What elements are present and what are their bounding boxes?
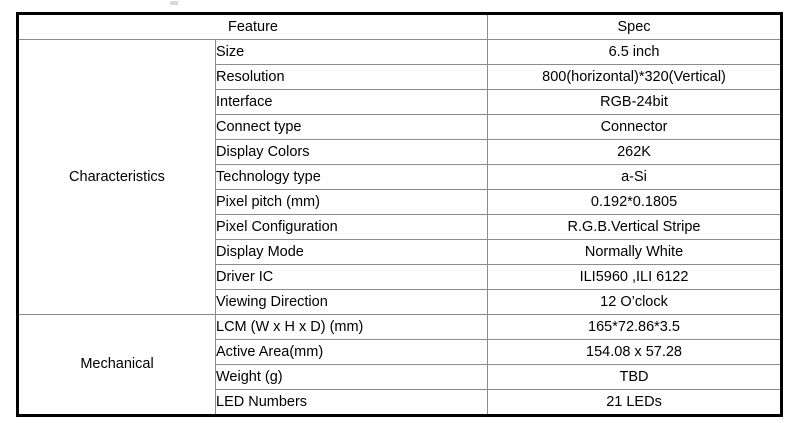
feature-cell: Resolution — [214, 64, 489, 90]
spec-cell: R.G.B.Vertical Stripe — [487, 214, 783, 240]
table-row: Characteristics Size 6.5 inch — [17, 39, 783, 315]
spec-cell: 6.5 inch — [487, 39, 783, 65]
column-header-spec: Spec — [487, 13, 783, 40]
spec-cell: 154.08 x 57.28 — [487, 339, 783, 365]
row-group-label: Characteristics — [17, 39, 216, 315]
table-body: Characteristics Size 6.5 inch Resolution 800… — [17, 39, 783, 416]
table-row: Pixel Configuration R.G.B.Vertical Stripe — [18, 214, 783, 240]
spec-cell: ILI5960 ,ILI 6122 — [487, 264, 783, 290]
row-group-label: Mechanical — [17, 314, 216, 416]
spec-cell: Connector — [487, 114, 783, 140]
table-row: Pixel pitch (mm) 0.192*0.1805 — [18, 189, 783, 215]
spec-cell: RGB-24bit — [487, 89, 783, 115]
feature-cell: Active Area(mm) — [214, 339, 489, 365]
table-row: Technology type a-Si — [18, 164, 783, 190]
feature-cell: LCM (W x H x D) (mm) — [214, 314, 489, 340]
feature-cell: Display Colors — [214, 139, 489, 165]
spec-cell: TBD — [487, 364, 783, 390]
stray-artifact-mark — [170, 1, 178, 5]
feature-cell: Viewing Direction — [214, 289, 489, 315]
spec-cell: Normally White — [487, 239, 783, 265]
feature-cell: Driver IC — [214, 264, 489, 290]
spec-cell: 262K — [487, 139, 783, 165]
spec-cell: 800(horizontal)*320(Vertical) — [487, 64, 783, 90]
feature-cell: Connect type — [214, 114, 489, 140]
feature-cell: Size — [214, 39, 489, 65]
table-row: Resolution 800(horizontal)*320(Vertical) — [18, 64, 783, 90]
spec-cell: 0.192*0.1805 — [487, 189, 783, 215]
feature-cell: LED Numbers — [214, 389, 489, 416]
table-row: Display Mode Normally White — [18, 239, 783, 265]
spec-cell: 12 O’clock — [487, 289, 783, 315]
table-row: Display Colors 262K — [18, 139, 783, 165]
spec-cell: a-Si — [487, 164, 783, 190]
table-row: LED Numbers 21 LEDs — [18, 389, 783, 416]
table-header: Feature Spec — [16, 13, 783, 40]
feature-cell: Weight (g) — [214, 364, 489, 390]
table-row: Active Area(mm) 154.08 x 57.28 — [18, 339, 783, 365]
specification-table: Feature Spec Characteristics Size 6.5 inch… — [16, 12, 784, 417]
feature-cell: Pixel Configuration — [214, 214, 489, 240]
column-header-feature: Feature — [16, 13, 489, 40]
table-row: Connect type Connector — [18, 114, 783, 140]
table-row: Weight (g) TBD — [18, 364, 783, 390]
spec-cell: 21 LEDs — [487, 389, 783, 416]
table-row: Viewing Direction 12 O’clock — [18, 289, 783, 315]
table-row: Mechanical LCM (W x H x D) (mm) 165*72.86*… — [17, 314, 783, 416]
feature-cell: Display Mode — [214, 239, 489, 265]
spec-cell: 165*72.86*3.5 — [487, 314, 783, 340]
header-row: Feature Spec — [16, 13, 783, 40]
feature-cell: Pixel pitch (mm) — [214, 189, 489, 215]
feature-cell: Interface — [214, 89, 489, 115]
feature-cell: Technology type — [214, 164, 489, 190]
